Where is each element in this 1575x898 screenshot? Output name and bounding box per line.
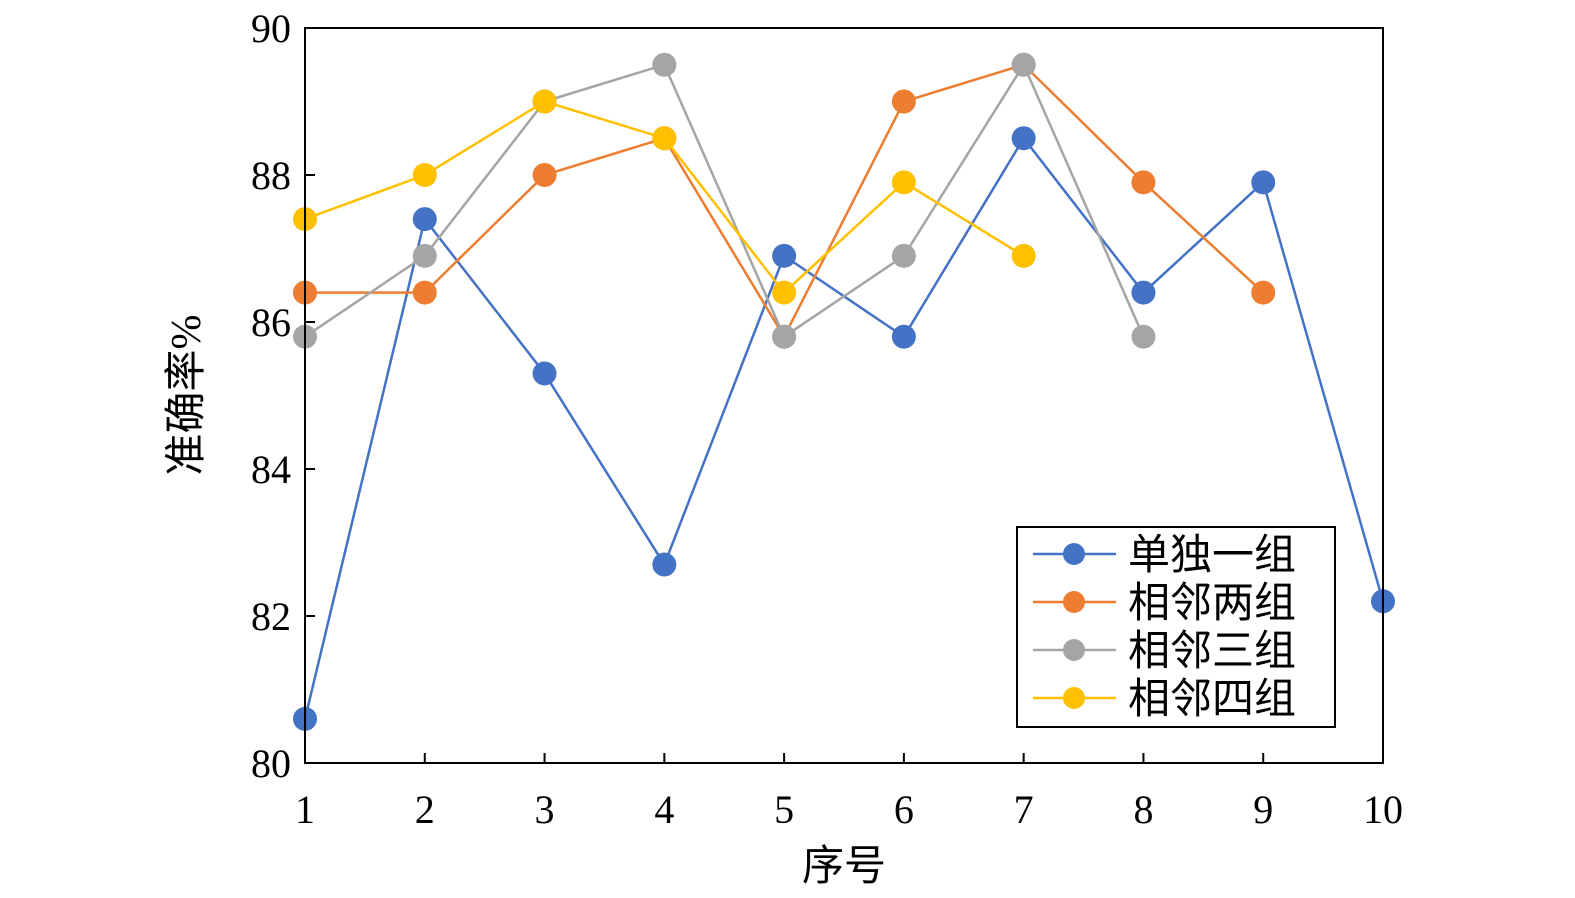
y-tick-label: 86 [251, 300, 291, 345]
data-point [772, 280, 797, 305]
y-tick-label: 82 [251, 594, 291, 639]
data-point [652, 552, 677, 577]
data-point [1011, 52, 1036, 77]
axis-ticks: 80 82 84 86 88 90 1 2 3 4 5 6 7 8 9 10 [251, 6, 1403, 832]
y-tick-label: 80 [251, 741, 291, 786]
data-point [412, 280, 437, 305]
data-point [1011, 243, 1036, 268]
series-line [304, 62, 1145, 339]
series-4 [293, 89, 1036, 305]
data-point [412, 243, 437, 268]
x-tick-label: 9 [1253, 787, 1273, 832]
data-point [891, 89, 916, 114]
data-point [652, 126, 677, 151]
x-tick-label: 6 [894, 787, 914, 832]
legend-label: 相邻两组 [1128, 581, 1296, 627]
plot-area-frame [304, 27, 1384, 764]
data-point [891, 243, 916, 268]
data-point [532, 361, 557, 386]
data-point [1251, 280, 1276, 305]
data-point [652, 52, 677, 77]
y-tick-label: 90 [251, 6, 291, 51]
data-point [412, 207, 437, 232]
data-point [772, 243, 797, 268]
data-point [891, 324, 916, 349]
data-point [532, 163, 557, 187]
legend-marker [1063, 591, 1085, 613]
legend-label: 单独一组 [1128, 533, 1296, 579]
data-point [772, 324, 797, 349]
data-point [412, 163, 437, 187]
x-tick-label: 2 [415, 787, 435, 832]
data-point [1131, 170, 1156, 195]
x-tick-label: 10 [1363, 787, 1403, 832]
x-tick-label: 5 [774, 787, 794, 832]
data-point [1131, 280, 1156, 305]
legend-marker [1063, 639, 1085, 661]
x-axis-title: 序号 [802, 844, 886, 890]
legend-label: 相邻四组 [1128, 677, 1296, 723]
y-axis-title: 准确率% [163, 315, 210, 476]
y-tick-label: 88 [251, 153, 291, 198]
x-tick-label: 1 [295, 787, 315, 832]
data-point [1251, 170, 1276, 195]
x-tick-label: 8 [1133, 787, 1153, 832]
data-point [1011, 126, 1036, 151]
legend-marker [1063, 543, 1085, 565]
data-point [891, 170, 916, 195]
series-layer [293, 52, 1395, 731]
data-point [532, 89, 557, 114]
y-tick-label: 84 [251, 447, 291, 492]
x-tick-label: 3 [535, 787, 555, 832]
legend-marker [1063, 687, 1085, 709]
legend-label: 相邻三组 [1128, 629, 1296, 675]
x-tick-label: 4 [654, 787, 674, 832]
data-point [1131, 324, 1156, 349]
x-tick-label: 7 [1014, 787, 1034, 832]
